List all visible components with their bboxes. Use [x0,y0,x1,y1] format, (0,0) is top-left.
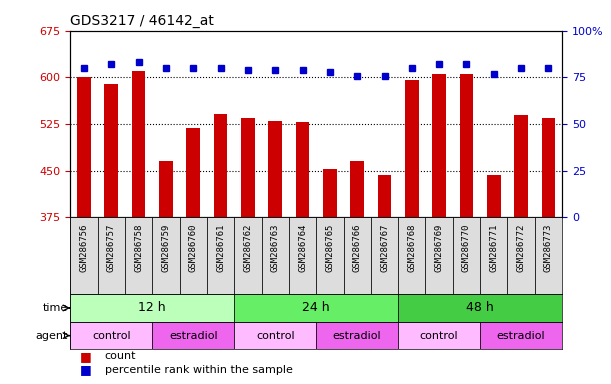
Bar [453,217,480,294]
Text: 24 h: 24 h [302,301,330,314]
Text: GDS3217 / 46142_at: GDS3217 / 46142_at [70,14,214,28]
Text: GSM286757: GSM286757 [107,223,115,272]
Bar [514,115,528,384]
Bar [159,161,173,384]
Bar [316,217,343,294]
Bar [268,121,282,384]
Bar [398,322,480,349]
Text: GSM286773: GSM286773 [544,223,553,272]
Bar [234,217,262,294]
Bar [289,217,316,294]
Text: GSM286771: GSM286771 [489,223,499,272]
Text: GSM286764: GSM286764 [298,223,307,272]
Bar [186,128,200,384]
Text: control: control [420,331,458,341]
Bar [398,294,562,322]
Text: GSM286772: GSM286772 [517,223,525,272]
Bar [487,175,500,384]
Bar [70,217,98,294]
Bar [98,217,125,294]
Bar [371,217,398,294]
Text: agent: agent [35,331,68,341]
Bar [459,74,474,384]
Bar [535,217,562,294]
Bar [350,161,364,384]
Text: ■: ■ [80,363,92,376]
Text: estradiol: estradiol [497,331,546,341]
Bar [132,71,145,384]
Text: 48 h: 48 h [466,301,494,314]
Bar [77,77,91,384]
Bar [262,217,289,294]
Bar [180,217,207,294]
Bar [316,322,398,349]
Bar [508,217,535,294]
Text: ■: ■ [80,350,92,362]
Bar [480,217,508,294]
Text: time: time [42,303,68,313]
Bar [70,322,152,349]
Bar [425,217,453,294]
Bar [125,217,152,294]
Text: estradiol: estradiol [169,331,218,341]
Text: GSM286767: GSM286767 [380,223,389,272]
Text: count: count [104,351,136,361]
Bar [378,175,391,384]
Bar [405,80,419,384]
Bar [296,122,309,384]
Bar [343,217,371,294]
Text: GSM286763: GSM286763 [271,223,280,272]
Bar [152,217,180,294]
Bar [241,118,255,384]
Text: estradiol: estradiol [333,331,381,341]
Text: percentile rank within the sample: percentile rank within the sample [104,364,293,375]
Text: GSM286760: GSM286760 [189,223,198,272]
Text: GSM286758: GSM286758 [134,223,143,272]
Text: GSM286762: GSM286762 [243,223,252,272]
Bar [433,74,446,384]
Bar [234,294,398,322]
Bar [104,84,118,384]
Text: control: control [92,331,131,341]
Text: 12 h: 12 h [139,301,166,314]
Text: GSM286765: GSM286765 [325,223,334,272]
Bar [234,322,316,349]
Bar [480,322,562,349]
Bar [152,322,234,349]
Text: GSM286761: GSM286761 [216,223,225,272]
Text: GSM286759: GSM286759 [161,223,170,272]
Text: control: control [256,331,295,341]
Text: GSM286766: GSM286766 [353,223,362,272]
Bar [214,114,227,384]
Bar [541,118,555,384]
Text: GSM286769: GSM286769 [434,223,444,272]
Bar [323,169,337,384]
Bar [398,217,425,294]
Text: GSM286768: GSM286768 [408,223,416,272]
Text: GSM286756: GSM286756 [79,223,89,272]
Bar [70,294,234,322]
Text: GSM286770: GSM286770 [462,223,471,272]
Bar [207,217,234,294]
